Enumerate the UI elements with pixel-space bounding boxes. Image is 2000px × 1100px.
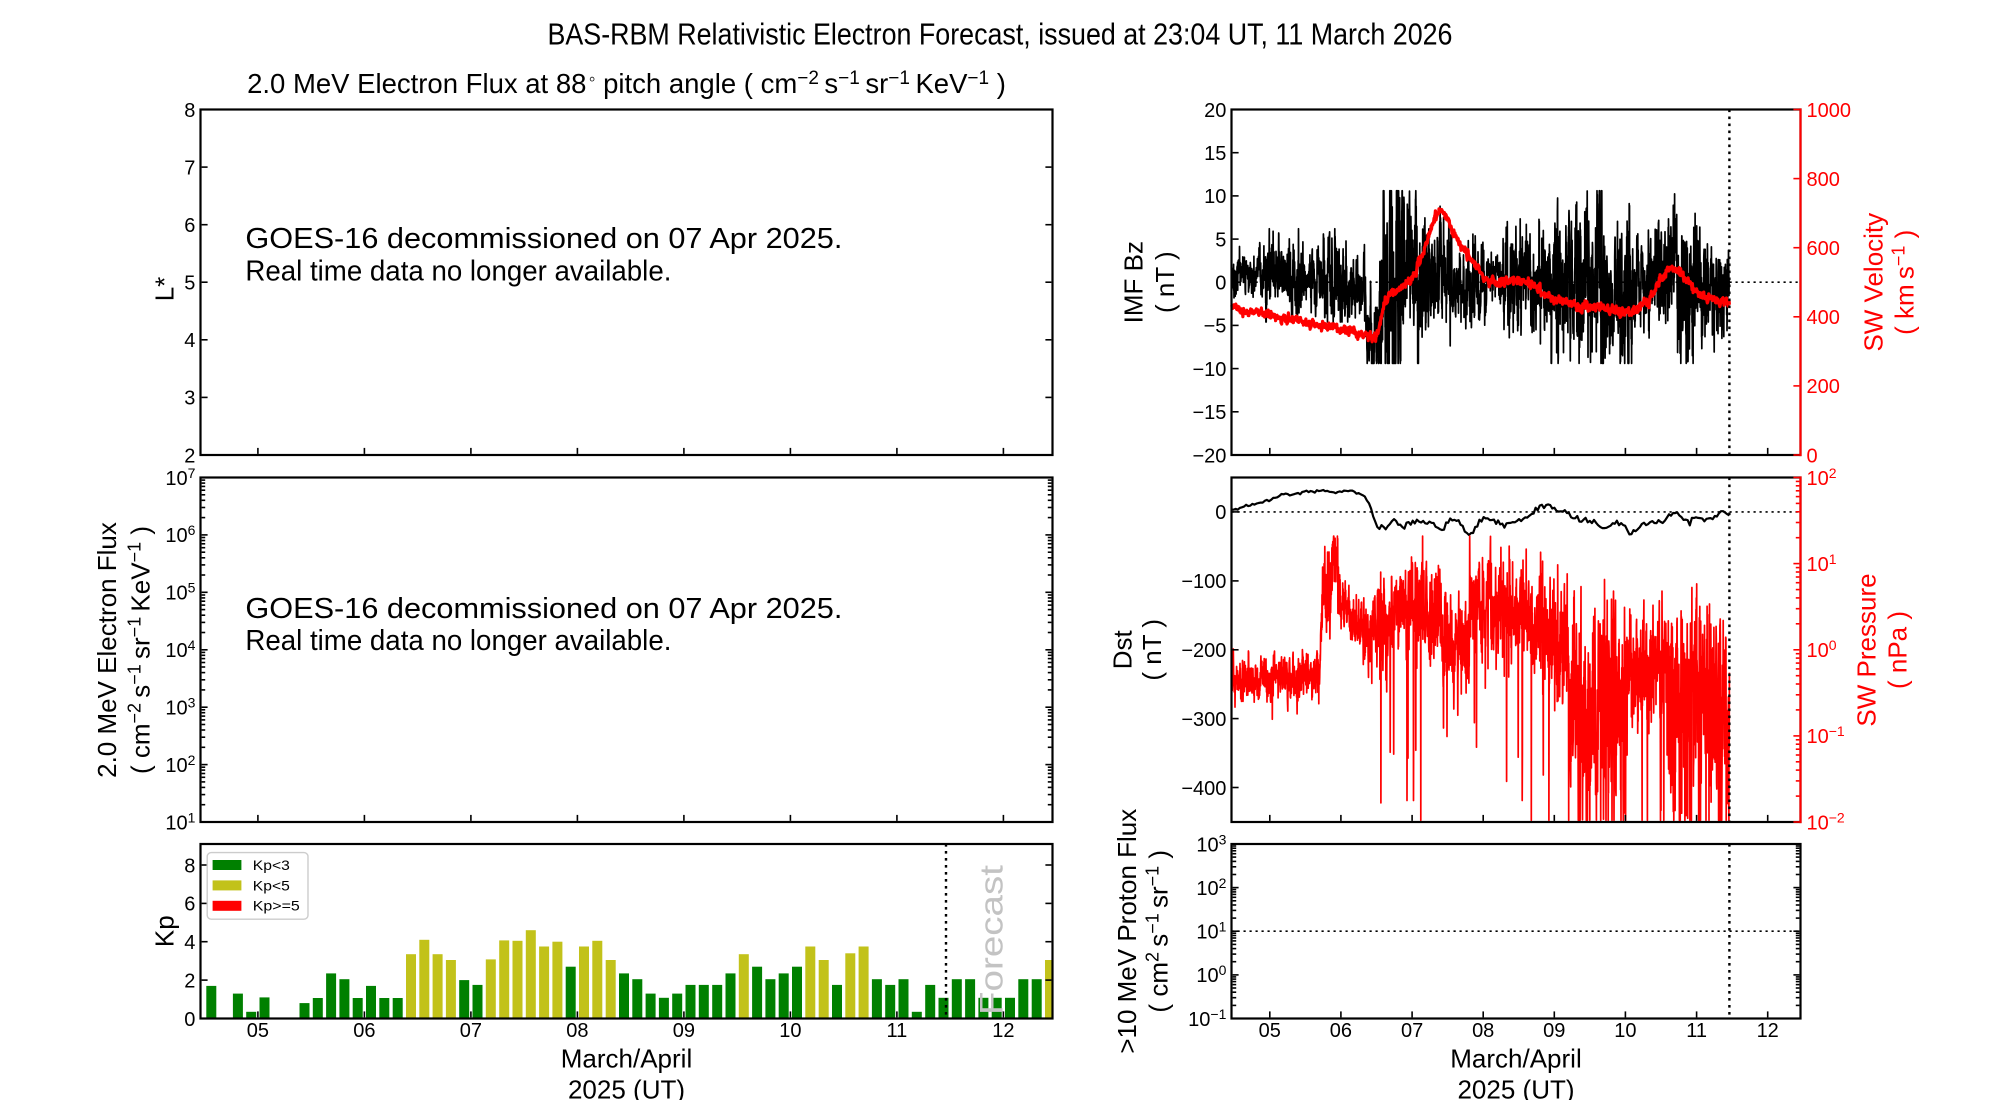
svg-text:8: 8	[184, 855, 195, 877]
svg-text:2: 2	[184, 970, 195, 992]
svg-text:07: 07	[1401, 1020, 1423, 1042]
svg-text:Real time data no longer avail: Real time data no longer available.	[245, 255, 671, 287]
svg-text:400: 400	[1807, 307, 1840, 329]
svg-text:09: 09	[673, 1020, 695, 1042]
svg-text:GOES-16 decommissioned on 07 A: GOES-16 decommissioned on 07 Apr 2025.	[245, 592, 842, 624]
svg-text:05: 05	[1259, 1020, 1281, 1042]
svg-text:>10 MeV Proton Flux: >10 MeV Proton Flux	[1112, 809, 1142, 1054]
svg-text:09: 09	[1543, 1020, 1565, 1042]
svg-text:7: 7	[184, 157, 195, 179]
svg-text:200: 200	[1807, 376, 1840, 398]
svg-text:08: 08	[1472, 1020, 1494, 1042]
svg-text:10: 10	[1204, 186, 1226, 208]
svg-text:15: 15	[1204, 143, 1226, 165]
svg-text:L*: L*	[150, 277, 180, 302]
svg-text:10: 10	[779, 1020, 801, 1042]
svg-text:10: 10	[1614, 1020, 1636, 1042]
svg-text:−400: −400	[1181, 778, 1226, 800]
svg-text:0: 0	[184, 1009, 195, 1031]
svg-text:20: 20	[1204, 100, 1226, 122]
svg-text:( km s−1​ ): ( km s−1​ )	[1889, 230, 1920, 335]
svg-text:3: 3	[184, 388, 195, 410]
svg-text:05: 05	[247, 1020, 269, 1042]
svg-text:−100: −100	[1181, 571, 1226, 593]
svg-text:SW Velocity: SW Velocity	[1859, 213, 1889, 352]
svg-text:Dst: Dst	[1108, 630, 1138, 670]
svg-text:March/April: March/April	[561, 1044, 692, 1074]
svg-text:2.0 MeV Electron Flux: 2.0 MeV Electron Flux	[92, 522, 122, 778]
svg-text:BAS-RBM Relativistic Electron: BAS-RBM Relativistic Electron Forecast, …	[548, 16, 1453, 51]
svg-text:−300: −300	[1181, 709, 1226, 731]
svg-text:06: 06	[1330, 1020, 1352, 1042]
svg-text:6: 6	[184, 894, 195, 916]
svg-text:Kp>=5: Kp>=5	[253, 898, 300, 914]
svg-text:GOES-16 decommissioned on 07 A: GOES-16 decommissioned on 07 Apr 2025.	[245, 222, 842, 254]
svg-text:Kp: Kp	[150, 915, 180, 947]
svg-text:−5: −5	[1204, 316, 1227, 338]
svg-text:−20: −20	[1192, 445, 1226, 467]
svg-text:( cm−2​ s−1​ sr−1​ KeV−1​ ): ( cm−2​ s−1​ sr−1​ KeV−1​ )	[125, 526, 156, 774]
svg-text:11: 11	[887, 1020, 908, 1042]
svg-text:Real time data no longer avail: Real time data no longer available.	[245, 624, 671, 656]
svg-text:−10: −10	[1192, 359, 1226, 381]
svg-text:06: 06	[353, 1020, 375, 1042]
svg-text:102: 102	[1196, 875, 1226, 900]
svg-text:Forecast: Forecast	[974, 865, 1010, 1015]
svg-text:12: 12	[992, 1020, 1014, 1042]
svg-text:2025 (UT): 2025 (UT)	[1457, 1075, 1574, 1100]
svg-text:( nPa ): ( nPa )	[1883, 611, 1913, 689]
svg-text:SW Pressure: SW Pressure	[1852, 573, 1882, 726]
svg-text:0: 0	[1215, 502, 1226, 524]
svg-text:−15: −15	[1192, 402, 1226, 424]
svg-text:Kp<3: Kp<3	[253, 857, 290, 873]
svg-text:−200: −200	[1181, 640, 1226, 662]
svg-text:( nT ): ( nT )	[1137, 619, 1167, 681]
svg-text:2.0 MeV Electron Flux at 88 ◦​: 2.0 MeV Electron Flux at 88 ◦​ pitch ang…	[247, 68, 1006, 99]
svg-text:4: 4	[184, 330, 195, 352]
svg-text:4: 4	[184, 932, 195, 954]
svg-text:08: 08	[566, 1020, 588, 1042]
svg-text:0: 0	[1215, 273, 1226, 295]
svg-text:12: 12	[1757, 1020, 1779, 1042]
svg-text:( nT ): ( nT )	[1150, 251, 1180, 313]
svg-text:11: 11	[1686, 1020, 1707, 1042]
svg-text:IMF Bz: IMF Bz	[1119, 241, 1149, 323]
svg-text:800: 800	[1807, 169, 1840, 191]
svg-text:5: 5	[184, 273, 195, 295]
svg-text:07: 07	[460, 1020, 482, 1042]
svg-text:1000: 1000	[1807, 100, 1852, 122]
svg-text:6: 6	[184, 215, 195, 237]
svg-text:March/April: March/April	[1450, 1044, 1581, 1074]
svg-text:600: 600	[1807, 238, 1840, 260]
svg-text:5: 5	[1215, 229, 1226, 251]
svg-text:Kp<5: Kp<5	[253, 877, 290, 893]
svg-text:2025 (UT): 2025 (UT)	[568, 1075, 685, 1100]
svg-text:2: 2	[184, 445, 195, 467]
svg-text:8: 8	[184, 100, 195, 122]
svg-text:0: 0	[1807, 445, 1818, 467]
